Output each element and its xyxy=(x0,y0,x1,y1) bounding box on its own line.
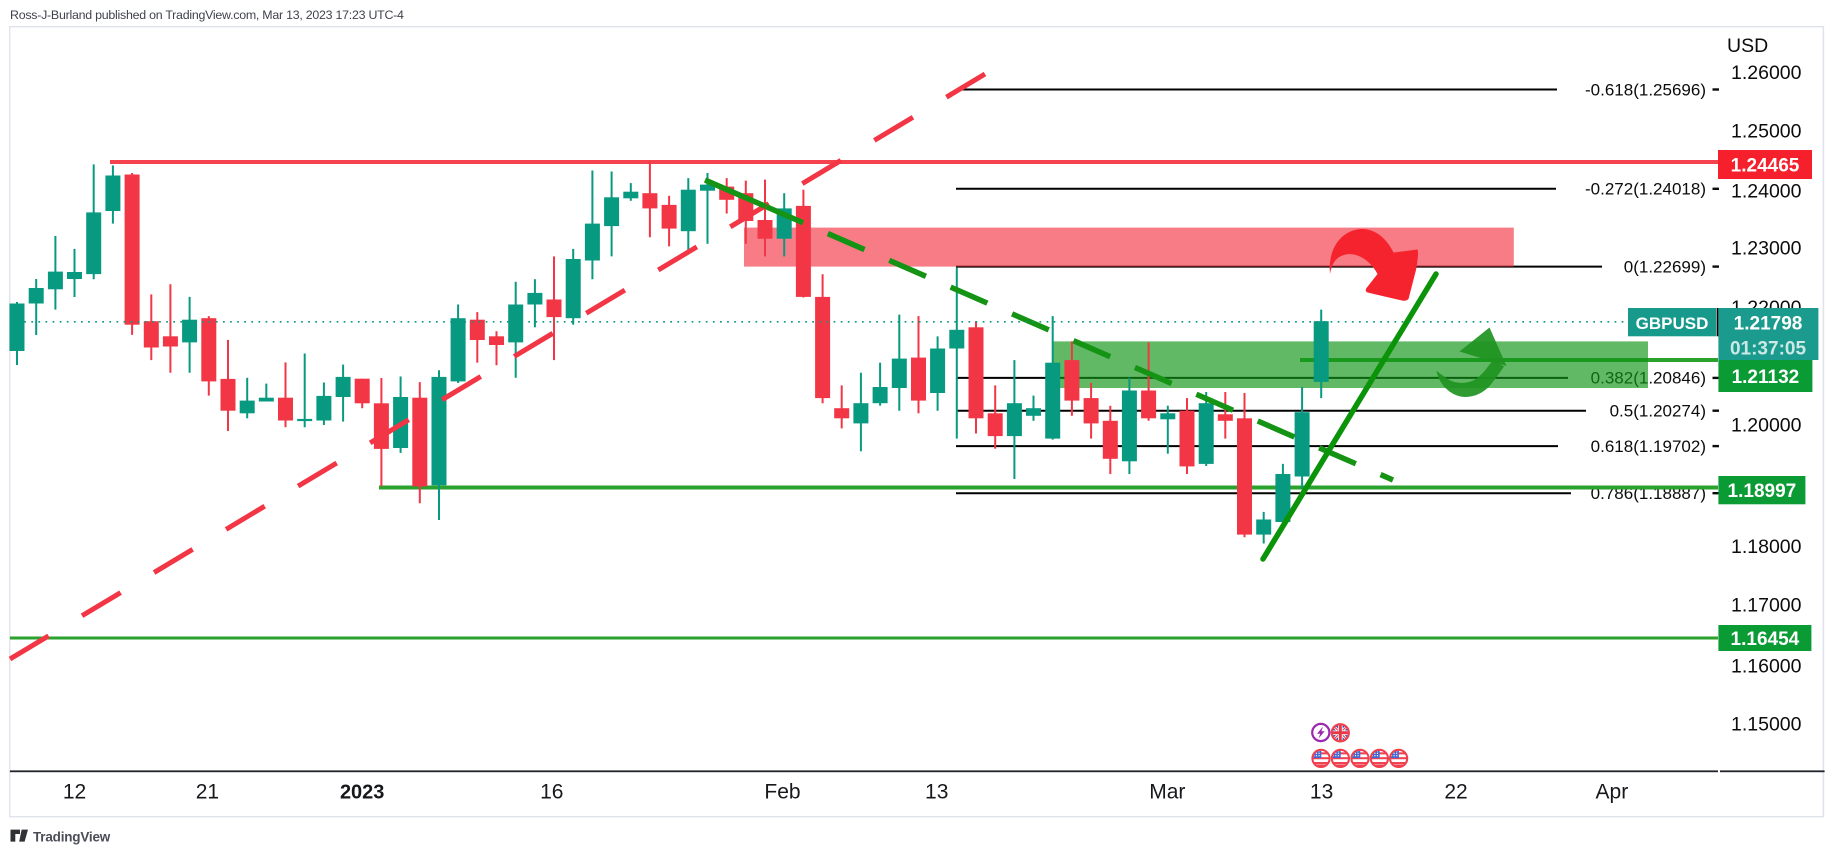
svg-text:21: 21 xyxy=(196,781,219,804)
svg-text:GBPUSD: GBPUSD xyxy=(1636,314,1709,333)
svg-text:-0.272(1.24018): -0.272(1.24018) xyxy=(1585,180,1706,199)
svg-text:1.16000: 1.16000 xyxy=(1731,656,1802,678)
svg-text:1.20000: 1.20000 xyxy=(1731,415,1802,437)
svg-text:22: 22 xyxy=(1444,781,1467,804)
svg-text:1.21798: 1.21798 xyxy=(1734,314,1803,335)
svg-text:-0.618(1.25696): -0.618(1.25696) xyxy=(1585,80,1706,99)
svg-text:1.26000: 1.26000 xyxy=(1731,62,1802,84)
svg-text:1.24465: 1.24465 xyxy=(1731,156,1800,177)
svg-text:1.18000: 1.18000 xyxy=(1731,536,1802,558)
svg-text:1.25000: 1.25000 xyxy=(1731,121,1802,143)
svg-text:1.15000: 1.15000 xyxy=(1731,714,1802,736)
svg-text:TradingView: TradingView xyxy=(33,830,111,845)
svg-text:13: 13 xyxy=(1310,781,1333,804)
svg-text:1.24000: 1.24000 xyxy=(1731,181,1802,203)
svg-text:Feb: Feb xyxy=(764,781,800,804)
svg-text:1.17000: 1.17000 xyxy=(1731,595,1802,617)
svg-text:Mar: Mar xyxy=(1149,781,1185,804)
svg-text:0.5(1.20274): 0.5(1.20274) xyxy=(1610,402,1706,421)
svg-text:1.23000: 1.23000 xyxy=(1731,238,1802,260)
svg-text:0(1.22699): 0(1.22699) xyxy=(1624,257,1706,276)
svg-text:12: 12 xyxy=(63,781,86,804)
svg-text:01:37:05: 01:37:05 xyxy=(1730,339,1806,360)
svg-text:USD: USD xyxy=(1727,35,1768,57)
svg-text:1.21132: 1.21132 xyxy=(1732,367,1800,388)
svg-text:Apr: Apr xyxy=(1596,781,1629,804)
svg-text:1.18997: 1.18997 xyxy=(1728,481,1797,502)
svg-text:16: 16 xyxy=(540,781,563,804)
svg-text:Ross-J-Burland published on Tr: Ross-J-Burland published on TradingView.… xyxy=(10,8,404,22)
svg-text:0.618(1.19702): 0.618(1.19702) xyxy=(1591,437,1706,456)
svg-text:2023: 2023 xyxy=(340,782,385,804)
svg-text:13: 13 xyxy=(925,781,948,804)
svg-text:1.16454: 1.16454 xyxy=(1731,629,1800,650)
